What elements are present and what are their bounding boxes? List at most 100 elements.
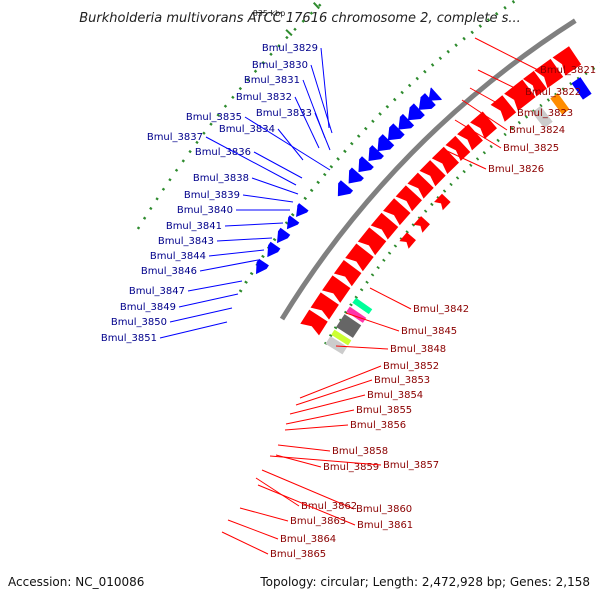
leader-line xyxy=(277,128,304,161)
gene-label-left: Bmul_3843 xyxy=(158,236,214,247)
leader-line xyxy=(199,259,259,272)
leader-line xyxy=(253,151,303,179)
ring-dot xyxy=(370,273,375,277)
leader-line xyxy=(221,531,269,555)
leader-line xyxy=(255,477,300,507)
ring-dot xyxy=(371,119,375,124)
gene-label-right: Bmul_3860 xyxy=(356,504,412,515)
ring-dot xyxy=(478,24,483,28)
leader-line xyxy=(205,136,297,186)
gene-label-left: Bmul_3847 xyxy=(129,286,185,297)
gene-label-left: Bmul_3833 xyxy=(256,108,312,119)
ring-dot xyxy=(309,11,314,15)
ring-dot xyxy=(349,303,353,307)
ring-dot xyxy=(486,18,491,22)
ring-dot xyxy=(436,195,440,200)
gene-label-right: Bmul_3858 xyxy=(332,446,388,457)
forward-gene xyxy=(333,259,362,287)
ring-dot xyxy=(546,98,550,102)
leader-line xyxy=(239,507,289,522)
kbp-tick xyxy=(312,2,320,10)
ring-dot xyxy=(503,132,507,137)
ring-dot xyxy=(328,333,333,338)
leader-line xyxy=(257,484,356,526)
gene-label-right: Bmul_3826 xyxy=(488,164,544,175)
ring-dot xyxy=(496,138,500,143)
forward-gene xyxy=(310,292,339,320)
ring-dot xyxy=(223,104,228,108)
ring-dot xyxy=(272,237,277,242)
gene-label-left: Bmul_3837 xyxy=(147,132,203,143)
ring-dot xyxy=(503,5,507,10)
reverse-gene xyxy=(398,113,415,130)
gene-label-right: Bmul_3842 xyxy=(413,304,469,315)
ring-dot xyxy=(517,120,521,125)
ring-dot xyxy=(511,0,516,4)
ring-dot xyxy=(318,3,322,7)
ring-dot xyxy=(385,104,390,109)
ring-dot xyxy=(231,95,235,100)
ring-dot xyxy=(561,87,565,91)
ring-dot xyxy=(209,122,213,126)
gene-label-left: Bmul_3851 xyxy=(101,333,157,344)
ring-dot xyxy=(285,35,289,40)
leader-line xyxy=(187,280,243,292)
gene-label-right: Bmul_3848 xyxy=(390,344,446,355)
leader-line xyxy=(244,116,331,171)
forward-gene xyxy=(445,135,471,162)
leader-line xyxy=(474,37,539,71)
leader-line xyxy=(169,307,233,323)
ring-dot xyxy=(261,254,265,259)
gene-features xyxy=(255,46,592,355)
ring-dot xyxy=(392,97,397,102)
leader-line xyxy=(284,424,349,431)
leader-line xyxy=(269,455,382,466)
leader-line xyxy=(295,379,373,406)
ring-dot xyxy=(238,86,243,91)
forward-gene xyxy=(419,160,446,187)
ring-dot xyxy=(269,52,273,56)
leader-line xyxy=(208,249,265,257)
gene-label-right: Bmul_3857 xyxy=(383,460,439,471)
ring-dot xyxy=(446,49,450,54)
reverse-gene xyxy=(418,93,436,110)
highlight-gene xyxy=(550,93,570,115)
pseudo-gene xyxy=(532,105,553,129)
ring-dot xyxy=(569,82,573,86)
tick-marks: 805 kbp810 kbp815 kbp820 kbp825 kbp830 k… xyxy=(253,2,320,37)
ring-dot xyxy=(303,196,308,201)
gene-label-right: Bmul_3859 xyxy=(323,462,379,473)
ring-dot xyxy=(442,189,447,193)
forward-gene xyxy=(395,185,422,212)
ring-dot xyxy=(344,310,348,314)
ring-dot xyxy=(423,209,428,213)
forward-gene xyxy=(370,212,399,240)
ring-dot xyxy=(149,206,153,211)
gene-label-left: Bmul_3835 xyxy=(186,112,242,123)
gene-label-left: Bmul_3839 xyxy=(184,190,240,201)
gene-label-right: Bmul_3822 xyxy=(525,87,581,98)
forward-gene xyxy=(431,146,459,175)
leader-line xyxy=(289,394,366,415)
forward-gene xyxy=(504,79,536,111)
leader-line xyxy=(285,409,355,425)
forward-gene xyxy=(383,198,411,226)
leader-line xyxy=(159,321,228,339)
forward-gene xyxy=(534,58,564,89)
ring-dot xyxy=(316,180,320,185)
forward-gene xyxy=(552,46,582,76)
gene-label-left: Bmul_3846 xyxy=(141,266,197,277)
forward-gene xyxy=(322,275,351,303)
gene-label-left: Bmul_3844 xyxy=(150,251,206,262)
leader-line xyxy=(314,112,331,151)
gene-label-right: Bmul_3821 xyxy=(540,65,596,76)
reverse-gene xyxy=(428,87,442,101)
ring-dot xyxy=(284,221,289,225)
ring-dot xyxy=(539,103,543,108)
ring-dot xyxy=(142,216,147,220)
ring-dot xyxy=(277,44,281,48)
ring-dot xyxy=(336,157,340,161)
gene-label-right: Bmul_3823 xyxy=(517,108,573,119)
reverse-gene xyxy=(276,227,291,244)
reverse-gene xyxy=(286,215,300,230)
